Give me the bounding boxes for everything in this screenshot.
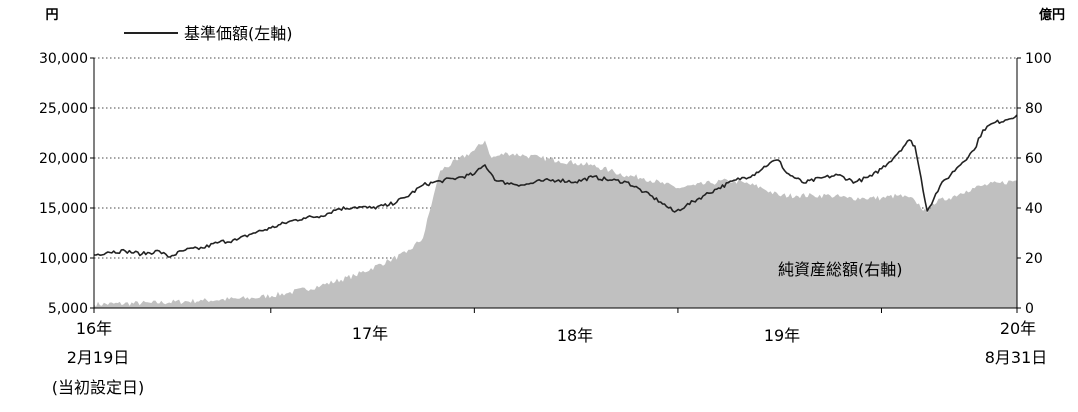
left-tick-label: 5,000 (48, 301, 88, 317)
x-label-end-date: 8月31日 (985, 348, 1048, 367)
left-tick-label: 25,000 (39, 101, 88, 117)
right-tick-labels: 0 20 40 60 80 100 (1025, 51, 1052, 317)
area-series-label: 純資産総額(右軸) (778, 260, 903, 279)
left-tick-labels: 5,000 10,000 15,000 20,000 25,000 30,000 (39, 51, 88, 317)
x-ticks (93, 308, 1018, 313)
x-label-start-note: (当初設定日) (52, 378, 145, 397)
right-tick-label: 100 (1025, 51, 1052, 67)
x-label-17: 17年 (352, 324, 388, 343)
plot-area: 5,000 10,000 15,000 20,000 25,000 30,000 0 20 4… (39, 51, 1052, 317)
x-label-start-date: 2月19日 (67, 348, 130, 367)
x-label-18: 18年 (557, 326, 593, 345)
left-tick-label: 30,000 (39, 51, 88, 67)
left-tick-label: 15,000 (39, 201, 88, 217)
x-label-19: 19年 (764, 326, 800, 345)
x-label-start-year: 16年 (76, 319, 112, 338)
legend-nav-label: 基準価額(左軸) (184, 24, 293, 43)
right-tick-label: 0 (1025, 301, 1034, 317)
left-tick-label: 20,000 (39, 151, 88, 167)
left-tick-label: 10,000 (39, 251, 88, 267)
x-label-end-year: 20年 (1000, 319, 1036, 338)
series-area-net-assets (94, 140, 1017, 308)
right-tick-label: 60 (1025, 151, 1043, 167)
series-line-nav (94, 114, 1018, 258)
right-tick-label: 40 (1025, 201, 1043, 217)
right-unit-label: 億円 (1039, 7, 1065, 23)
right-tick-label: 20 (1025, 251, 1043, 267)
right-tick-label: 80 (1025, 101, 1043, 117)
left-unit-label: 円 (45, 8, 58, 23)
